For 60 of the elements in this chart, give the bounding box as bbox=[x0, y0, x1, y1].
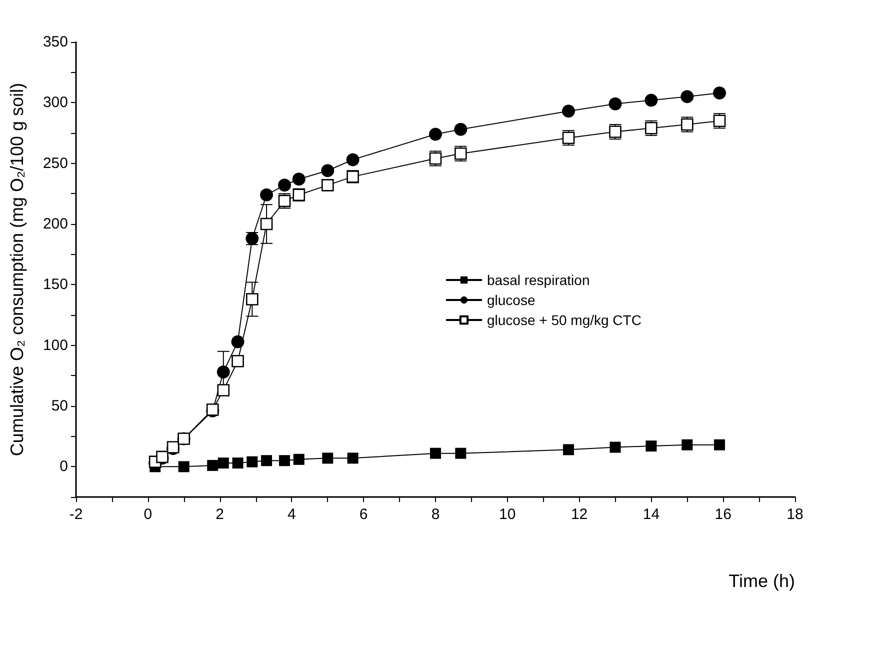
point bbox=[178, 461, 190, 472]
point bbox=[218, 458, 229, 469]
y-tick-label: 300 bbox=[42, 94, 68, 112]
y-tick-label: 0 bbox=[60, 458, 68, 476]
x-tick-label: 8 bbox=[431, 506, 440, 523]
point bbox=[293, 454, 304, 465]
x-tick-label: 0 bbox=[144, 506, 152, 523]
x-tick-label: -2 bbox=[69, 506, 83, 523]
point bbox=[322, 452, 334, 464]
point bbox=[455, 448, 466, 459]
point bbox=[610, 442, 621, 453]
point bbox=[608, 97, 622, 110]
y-tick-label: 150 bbox=[42, 276, 68, 294]
point bbox=[644, 94, 658, 107]
point bbox=[207, 460, 218, 471]
y-tick-label: 350 bbox=[42, 34, 68, 50]
point bbox=[682, 439, 693, 450]
point bbox=[261, 455, 272, 466]
x-tick-label: 16 bbox=[714, 506, 732, 523]
x-tick-label: 6 bbox=[359, 506, 368, 523]
point bbox=[713, 86, 726, 100]
point bbox=[680, 90, 694, 104]
y-tick-label: 50 bbox=[51, 398, 68, 414]
point bbox=[246, 456, 258, 468]
legend-label: glucose + 50 mg/kg CTC bbox=[487, 312, 642, 328]
point bbox=[346, 153, 360, 166]
point bbox=[454, 122, 468, 136]
point bbox=[562, 104, 576, 118]
x-axis-title: Time (h) bbox=[728, 571, 795, 591]
point bbox=[232, 458, 244, 469]
legend-label: glucose bbox=[487, 292, 536, 308]
x-tick-label: 12 bbox=[570, 506, 588, 523]
legend-label: basal respiration bbox=[487, 272, 590, 288]
point bbox=[216, 366, 230, 379]
y-tick-label: 200 bbox=[42, 216, 68, 232]
point bbox=[347, 452, 358, 464]
point bbox=[279, 455, 290, 466]
point bbox=[217, 384, 230, 396]
x-tick-label: 14 bbox=[642, 506, 660, 523]
point bbox=[292, 172, 306, 186]
point bbox=[231, 335, 244, 348]
point bbox=[260, 218, 273, 230]
point bbox=[563, 444, 574, 456]
point bbox=[278, 178, 292, 192]
y-tick-label: 250 bbox=[42, 154, 68, 172]
point bbox=[260, 188, 274, 202]
point bbox=[714, 439, 726, 450]
point bbox=[429, 128, 442, 141]
point bbox=[322, 179, 334, 192]
y-axis-title: Cumulative O₂ consumption (mg O₂/100 g soil) bbox=[7, 82, 27, 456]
x-tick-label: 10 bbox=[499, 506, 516, 523]
point bbox=[430, 448, 441, 459]
x-tick-label: 18 bbox=[786, 506, 804, 523]
point bbox=[246, 293, 258, 306]
x-tick-label: 2 bbox=[216, 506, 224, 523]
point bbox=[646, 440, 657, 452]
y-tick-label: 100 bbox=[42, 336, 68, 354]
point bbox=[321, 164, 334, 178]
x-tick-label: 4 bbox=[288, 506, 296, 523]
point bbox=[232, 354, 244, 368]
